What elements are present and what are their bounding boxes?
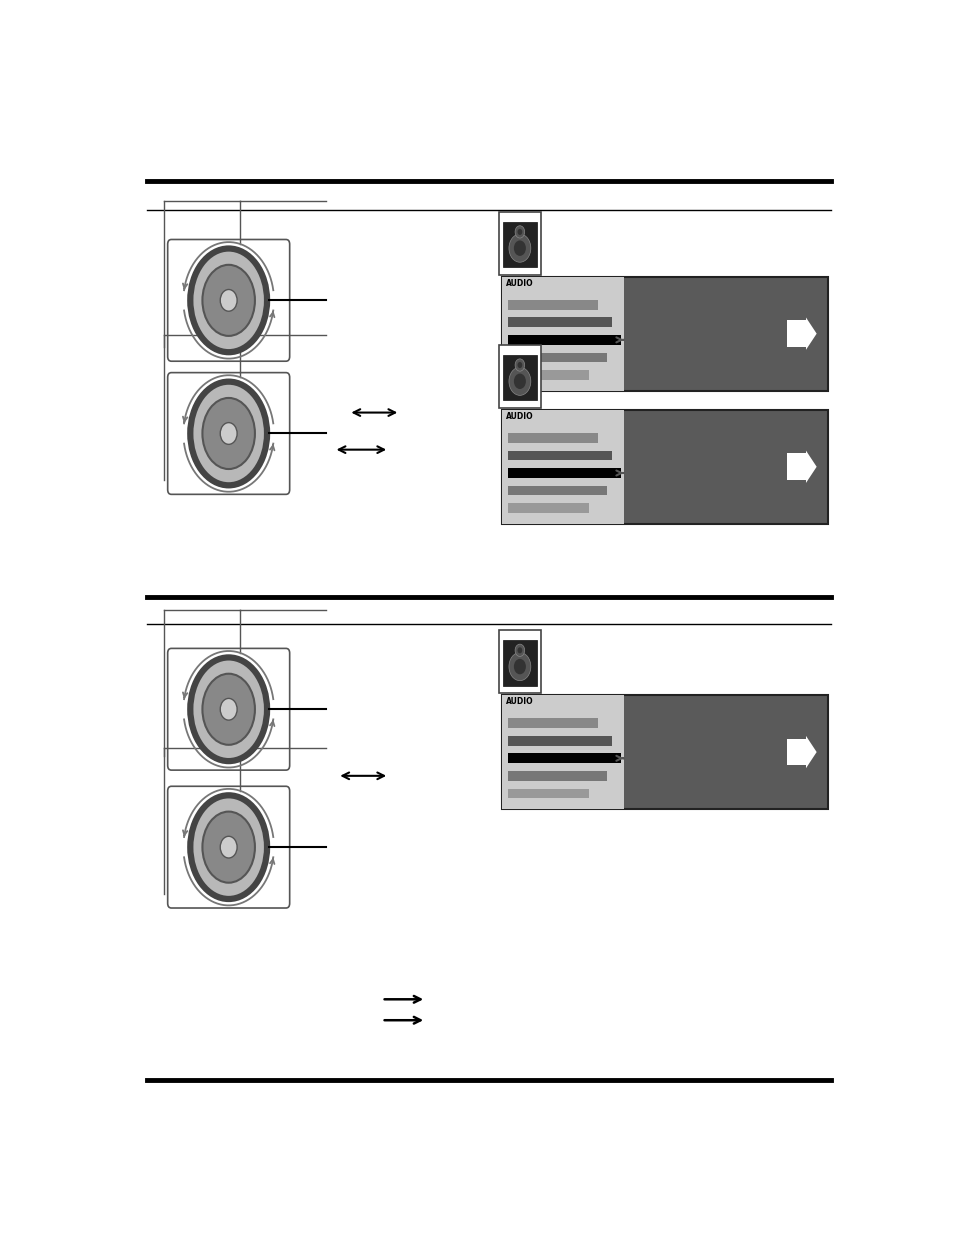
- Bar: [501, 695, 826, 809]
- Circle shape: [508, 367, 530, 395]
- Ellipse shape: [190, 795, 267, 899]
- Bar: [508, 335, 619, 345]
- Bar: [508, 300, 598, 310]
- FancyBboxPatch shape: [168, 648, 290, 771]
- Text: AUDIO: AUDIO: [505, 279, 533, 288]
- FancyBboxPatch shape: [168, 787, 290, 908]
- Bar: [501, 410, 826, 524]
- FancyBboxPatch shape: [168, 373, 290, 494]
- Bar: [501, 410, 623, 524]
- Bar: [508, 353, 606, 362]
- Polygon shape: [805, 451, 816, 483]
- Circle shape: [508, 235, 530, 262]
- Bar: [498, 630, 540, 693]
- Ellipse shape: [202, 264, 254, 336]
- Polygon shape: [805, 736, 816, 768]
- FancyBboxPatch shape: [168, 240, 290, 361]
- Ellipse shape: [202, 674, 254, 745]
- Circle shape: [515, 226, 524, 238]
- Ellipse shape: [190, 657, 267, 761]
- Bar: [498, 345, 540, 408]
- Bar: [508, 736, 611, 746]
- Ellipse shape: [190, 248, 267, 352]
- Circle shape: [220, 699, 237, 720]
- Bar: [502, 356, 537, 400]
- Circle shape: [220, 422, 237, 445]
- Bar: [786, 453, 805, 480]
- Circle shape: [517, 647, 521, 653]
- Text: AUDIO: AUDIO: [505, 412, 533, 421]
- Bar: [508, 504, 589, 513]
- Bar: [508, 485, 606, 495]
- Circle shape: [514, 241, 525, 256]
- Circle shape: [517, 362, 521, 368]
- Bar: [508, 468, 619, 478]
- Bar: [786, 320, 805, 347]
- Bar: [508, 753, 619, 763]
- Circle shape: [515, 645, 524, 657]
- Circle shape: [220, 836, 237, 858]
- Circle shape: [514, 373, 525, 389]
- Ellipse shape: [202, 811, 254, 883]
- Bar: [508, 451, 611, 461]
- Bar: [501, 695, 623, 809]
- Bar: [786, 739, 805, 766]
- Polygon shape: [805, 317, 816, 350]
- Bar: [508, 317, 611, 327]
- Text: AUDIO: AUDIO: [505, 698, 533, 706]
- Bar: [508, 370, 589, 380]
- Bar: [508, 433, 598, 442]
- Ellipse shape: [190, 382, 267, 485]
- Bar: [508, 771, 606, 781]
- Circle shape: [514, 658, 525, 674]
- Bar: [508, 789, 589, 798]
- Bar: [501, 277, 826, 390]
- Bar: [502, 222, 537, 267]
- Bar: [498, 212, 540, 274]
- Circle shape: [515, 359, 524, 372]
- Circle shape: [517, 228, 521, 235]
- Bar: [502, 641, 537, 685]
- Bar: [508, 719, 598, 727]
- Circle shape: [508, 652, 530, 680]
- Ellipse shape: [202, 398, 254, 469]
- Bar: [501, 277, 623, 390]
- Circle shape: [220, 289, 237, 311]
